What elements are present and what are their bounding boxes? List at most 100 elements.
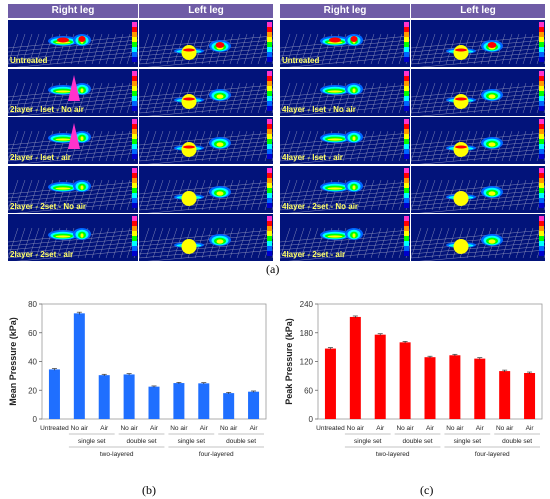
category-label: Air (150, 425, 159, 432)
category-label: No air (71, 425, 89, 432)
peak-pressure-chart: 0 60 120 180 240 Peak Pressure (kPa) Untreated… (276, 294, 548, 479)
category-label: No air (120, 425, 138, 432)
condition-label: 4layer - lset - No air (282, 104, 356, 114)
group-label: double set (127, 438, 157, 445)
heatmap-panel-two-layered: Right leg Left leg Untreated 2layer - lset … (8, 4, 274, 261)
category-label: No air (170, 425, 188, 432)
pressure-map-right-leg: 4layer - lset - air (280, 117, 410, 164)
bar (324, 348, 336, 419)
condition-label: 4layer - 2set - air (282, 250, 346, 259)
condition-label: 4layer - lset - air (282, 153, 343, 162)
leg-header-left: Left leg (411, 4, 545, 18)
heatmap-row: 2layer - 2set - No air (8, 165, 274, 213)
caption-c: (c) (420, 483, 434, 497)
condition-label: Untreated (10, 56, 48, 65)
category-label: No air (396, 425, 414, 432)
y-tick-label: 0 (309, 415, 314, 424)
y-tick-label: 60 (304, 386, 313, 395)
pressure-map-right-leg: 2layer - 2set - No air (8, 165, 138, 213)
category-label: Untreated (40, 425, 69, 432)
layer-label: two-layered (376, 451, 410, 458)
group-label: single set (178, 438, 206, 445)
y-tick-label: 60 (28, 329, 37, 338)
color-scale (404, 216, 409, 256)
mean-pressure-chart: 0 20 40 60 80 Mean Pressure (kPa) Untreated No … (0, 294, 272, 479)
heatmap-row: 4layer - lset - air (280, 117, 546, 164)
bar (349, 316, 361, 419)
group-label: double set (502, 438, 532, 445)
layer-label: four-layered (199, 451, 234, 458)
group-label: double set (226, 438, 256, 445)
category-label: No air (220, 425, 238, 432)
bar (374, 334, 386, 419)
pressure-map-left-leg (411, 214, 545, 261)
bar (223, 393, 235, 419)
color-scale (132, 119, 137, 159)
pressure-map-right-leg: 4layer - 2set - air (280, 214, 410, 261)
category-label: Air (476, 425, 485, 432)
bar (48, 369, 60, 419)
bar (449, 355, 461, 419)
y-tick-label: 240 (300, 300, 314, 309)
condition-label: 2layer - 2set - No air (10, 201, 87, 211)
heatmap-panel-four-layered: Right leg Left leg Untreated 4layer - lset … (280, 4, 546, 261)
color-scale (132, 70, 137, 111)
color-scale (132, 22, 137, 62)
bar (499, 371, 511, 419)
pressure-map-left-leg (139, 68, 273, 116)
condition-label: 4layer - 2set - No air (282, 201, 359, 211)
leg-header-right: Right leg (8, 4, 138, 18)
y-tick-label: 180 (300, 329, 314, 338)
y-axis-label: Mean Pressure (kPa) (8, 317, 18, 406)
group-label: single set (354, 438, 382, 445)
category-label: Untreated (316, 425, 345, 432)
bar (73, 313, 85, 419)
condition-label: 2layer - 2set - air (10, 250, 74, 259)
y-tick-label: 120 (300, 358, 314, 367)
category-label: Air (426, 425, 435, 432)
category-label: Air (200, 425, 209, 432)
category-label: No air (347, 425, 365, 432)
category-label: Air (526, 425, 535, 432)
caption-b: (b) (142, 483, 156, 497)
pressure-map-right-leg: Untreated (8, 20, 138, 67)
bar (424, 357, 436, 419)
pressure-map-right-leg: 4layer - lset - No air (280, 68, 410, 116)
pressure-map-left-leg (411, 117, 545, 164)
group-label: single set (78, 438, 106, 445)
leg-header-left: Left leg (139, 4, 273, 18)
color-scale (267, 167, 272, 208)
color-scale (267, 70, 272, 111)
color-scale (404, 167, 409, 208)
heatmap-row: 4layer - 2set - No air (280, 165, 546, 213)
bar (399, 342, 411, 419)
bar (123, 374, 135, 419)
layer-label: two-layered (100, 451, 134, 458)
bar (148, 386, 160, 419)
color-scale (132, 167, 137, 208)
color-scale (539, 70, 544, 111)
condition-label: Untreated (282, 56, 320, 65)
y-tick-label: 0 (33, 415, 38, 424)
pressure-map-right-leg: Untreated (280, 20, 410, 67)
color-scale (539, 22, 544, 62)
group-label: double set (403, 438, 433, 445)
category-label: No air (496, 425, 514, 432)
heatmap-row: 4layer - lset - No air (280, 68, 546, 116)
bar (173, 383, 185, 419)
heatmap-row: Untreated (280, 20, 546, 67)
color-scale (404, 70, 409, 111)
leg-header-right: Right leg (280, 4, 410, 18)
caption-a: (a) (266, 262, 280, 276)
color-scale (539, 119, 544, 159)
color-scale (404, 119, 409, 159)
color-scale (404, 22, 409, 62)
color-scale (132, 216, 137, 256)
bar (474, 358, 486, 419)
bar (198, 383, 210, 419)
y-tick-label: 40 (28, 358, 37, 367)
pressure-map-left-leg (139, 117, 273, 164)
pressure-map-right-leg: 4layer - 2set - No air (280, 165, 410, 213)
color-scale (267, 119, 272, 159)
bar (524, 373, 536, 419)
